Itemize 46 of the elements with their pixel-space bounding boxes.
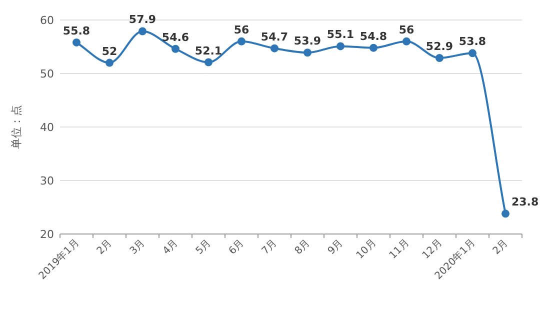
x-tick-label: 12月 — [420, 238, 444, 262]
point — [304, 48, 312, 57]
data-label: 55.8 — [62, 24, 90, 38]
data-label: 54.8 — [360, 30, 388, 43]
y-tick-label: 50 — [40, 68, 54, 80]
point — [172, 44, 180, 53]
point — [270, 44, 278, 52]
point — [238, 37, 246, 46]
point — [468, 49, 476, 58]
data-label: 57.9 — [128, 13, 156, 26]
y-tick-label: 30 — [40, 174, 54, 188]
point — [204, 58, 212, 66]
x-tick-label: 2月 — [491, 238, 510, 257]
data-label: 54.7 — [260, 30, 288, 44]
data-label: 23.8 — [512, 196, 539, 209]
point — [138, 27, 146, 36]
point — [370, 44, 378, 52]
data-label: 56 — [234, 23, 250, 36]
point — [502, 210, 510, 218]
x-tick-label: 3月 — [128, 238, 148, 257]
x-tick-label: 10月 — [354, 238, 378, 262]
y-tick-label: 60 — [40, 14, 54, 27]
y-tick-label: 20 — [40, 228, 54, 241]
point — [336, 42, 344, 50]
x-tick-label: 6月 — [227, 238, 246, 257]
point — [402, 37, 410, 46]
point — [436, 54, 444, 62]
point — [106, 58, 114, 67]
data-label: 52.9 — [426, 40, 454, 53]
data-label: 53.9 — [294, 34, 322, 48]
y-axis-title: 单位：点 — [10, 105, 23, 149]
data-label: 56 — [398, 23, 414, 36]
data-label: 53.8 — [458, 35, 486, 48]
x-tick-label: 5月 — [194, 238, 214, 257]
x-tick-label: 4月 — [161, 238, 180, 257]
x-tick-label: 7月 — [260, 238, 280, 257]
data-label: 52 — [102, 44, 118, 58]
x-tick-label: 8月 — [293, 238, 312, 257]
point — [72, 38, 80, 46]
x-tick-label: 9月 — [326, 238, 346, 257]
data-label: 55.1 — [326, 28, 354, 42]
x-tick-label: 11月 — [388, 238, 412, 262]
data-label: 54.6 — [162, 30, 190, 44]
data-label: 52.1 — [194, 44, 222, 58]
y-tick-label: 40 — [40, 121, 54, 134]
x-tick-label: 2月 — [95, 238, 114, 257]
